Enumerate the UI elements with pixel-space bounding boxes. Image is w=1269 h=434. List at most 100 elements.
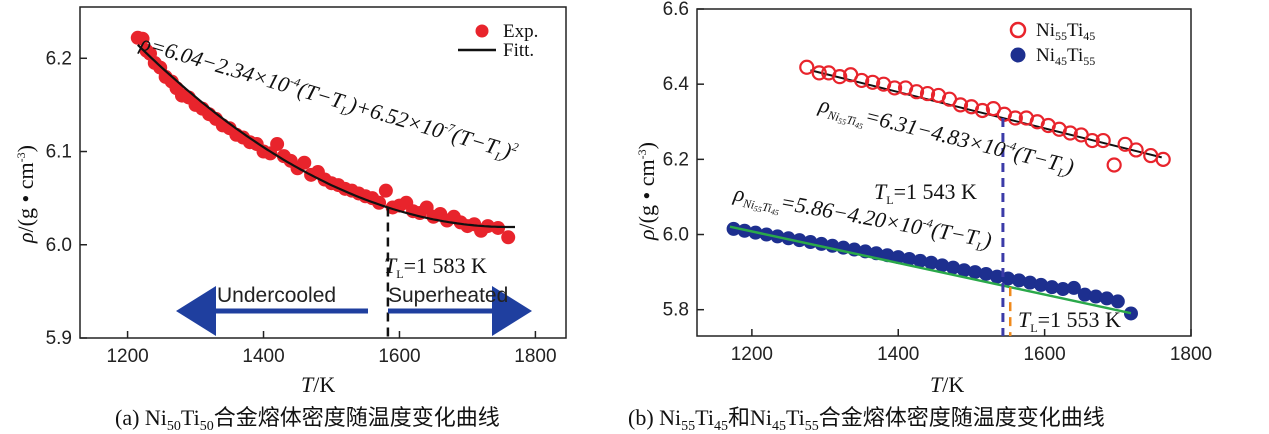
panel-a-tl-sub: L (396, 267, 403, 281)
panel-b-ni45ti55-point (924, 255, 939, 270)
panel-b-ni55ti45-point (832, 69, 848, 85)
panel-b-tl2-T: T (1018, 307, 1032, 332)
panel-a-ytick-label-3: 6.2 (46, 48, 72, 69)
panel-b-ni55ti45-point (1106, 157, 1122, 173)
panel-b-ni45ti55-point (968, 265, 983, 280)
caption-a: (a) Ni50Ti50合金熔体密度随温度变化曲线 (115, 405, 500, 434)
panel-a-x-axis-label: T/K (301, 372, 335, 397)
panel-b-ytick-label-3: 6.4 (663, 74, 690, 95)
panel-b-ni45ti55-point (1077, 287, 1092, 302)
panel-b-axis-ticks: 1200 1400 1600 1800 5.8 6.0 6.2 6.4 6.6 (663, 0, 1213, 365)
panel-b-eq2-ni: Ni (741, 196, 756, 212)
panel-b-eq1-ti: Ti (845, 112, 857, 128)
panel-a-eq-exp3: 2 (510, 139, 520, 154)
panel-b-ni45ti55-point (1033, 277, 1048, 292)
panel-b-ytick-label-1: 6.0 (663, 225, 689, 246)
panel-b-ni55ti45-point (811, 65, 827, 81)
panel-b-ni45ti55-point (979, 266, 994, 281)
panel-b-eq1-ni-n: 55 (837, 116, 847, 127)
panel-b-legend: Ni55Ti45 Ni45Ti55 (1009, 20, 1095, 68)
panel-b-ni45ti55-point (1110, 294, 1125, 309)
panel-b-ni45ti55-point (891, 250, 906, 265)
panel-b-eq1-mid: (T−T (1012, 140, 1065, 176)
panel-b-tl1-T: T (874, 179, 888, 204)
panel-b-eq2-ti: Ti (761, 200, 773, 215)
panel-a-ytick-label-0: 5.9 (46, 328, 72, 349)
panel-a-exp-point (378, 183, 393, 198)
panel-b-ni45ti55-point (1123, 306, 1138, 321)
panel-b-ytick-label-4: 6.6 (663, 0, 689, 20)
panel-a-x-var: T (301, 372, 315, 397)
panel-b-x-axis-label: T/K (930, 372, 964, 397)
panel-b-ni55ti45-point (865, 74, 881, 90)
panel-a-fit-curve (137, 44, 515, 229)
panel-b-legend-ni55ti45-marker (1009, 21, 1027, 39)
panel-b-ni55ti45-point (799, 59, 815, 75)
panel-b-ni45ti55-point (902, 251, 917, 266)
panel-a-eq-exp1: -4 (288, 74, 302, 90)
panel-a-plot-frame (79, 6, 567, 339)
panel-b-tl1-value: =1 543 K (894, 179, 977, 204)
panel-a-undercooled-label: Undercooled (217, 284, 336, 307)
panel-b-ni45ti55-point (1066, 280, 1081, 295)
panel-b-xtick-label-1800: 1800 (1170, 344, 1212, 365)
panel-b-legend-ni55ti45-label: Ni55Ti45 (1036, 20, 1095, 43)
panel-b-ni45ti55-point (1001, 271, 1016, 286)
panel-b-ni45ti55-point (1099, 291, 1114, 306)
panel-a-tl-value: =1 583 K (404, 253, 487, 278)
panel-b-eq1-ti-n: 45 (854, 120, 864, 131)
panel-b-y-axis-label: ρ/(g • cm-3) (634, 142, 659, 241)
panel-b-ni45ti55-point (957, 263, 972, 278)
panel-b-ni45ti55-point (935, 258, 950, 273)
panel-b-plot-frame (696, 8, 1192, 337)
panel-a-eq-mid2: )+6.52×10 (344, 91, 447, 143)
panel-a-x-unit: /K (313, 372, 335, 397)
panel-b-ni55ti45-point (1084, 132, 1100, 149)
panel-b-eq2-ni-n: 55 (753, 204, 763, 214)
panel-a-xtick-label-1600: 1600 (378, 346, 420, 367)
panel-b-points-ni55ti45 (799, 59, 1171, 173)
panel-b-ni55ti45-point (919, 85, 936, 102)
panel-b-eq2-ti-n: 45 (770, 207, 780, 217)
panel-b-eq1-subL: L (1055, 165, 1066, 181)
panel-b-tl2-sub: L (1030, 321, 1037, 335)
panel-b-eq2-exp: -4 (922, 215, 934, 231)
panel-b-ni55ti45-point (1095, 132, 1111, 149)
panel-b-ni45ti55-point (1088, 289, 1103, 304)
panel-b-ni45ti55-point (1055, 282, 1070, 297)
caption-b: (b) Ni55Ti45和Ni45Ti55合金熔体密度随温度变化曲线 (628, 405, 1105, 434)
panel-b-ni45ti55-point (913, 253, 928, 268)
panel-b-fit-line-ni55ti45 (810, 69, 1162, 159)
panel-a-legend-exp-label: Exp. (503, 21, 538, 42)
panel-b-ni55ti45-point (1007, 110, 1023, 126)
panel-b-points-ni45ti55 (726, 221, 1138, 321)
panel-b-ni55ti45-point (1128, 142, 1144, 158)
panel-b-legend-ni45ti55-label: Ni45Ti55 (1036, 45, 1095, 68)
panel-a-ytick-label-2: 6.1 (46, 142, 72, 163)
panel-a-xtick-label-1200: 1200 (106, 346, 148, 367)
panel-b-legend-ni45ti55-marker (1010, 47, 1026, 63)
panel-b-eq1-body: =6.31−4.83×10 (863, 103, 1008, 162)
panel-b-ni45ti55-point (1044, 280, 1059, 295)
panel-b-eq1-exp: -4 (1005, 138, 1018, 154)
panel-b-tl-label-1543: TL=1 543 K (874, 179, 977, 207)
panel-a-axis-ticks: 1200 1400 1600 1800 5.9 6.0 6.1 6.2 (46, 48, 557, 367)
panel-a-exp-point (297, 155, 312, 170)
panel-a-legend-fit-label: Fitt. (503, 40, 534, 61)
panel-a-exp-point (501, 230, 516, 245)
panel-b-ni55ti45-point (952, 97, 969, 113)
panel-b-ni45ti55-point (1022, 275, 1037, 290)
panel-b-xtick-label-1400: 1400 (877, 344, 919, 365)
panel-b-ni55ti45-point (1062, 125, 1078, 141)
panel-b-tl1-sub: L (886, 193, 893, 207)
panel-b-ni55ti45-point (854, 72, 870, 89)
panel-b-tl-label-1553: TL=1 553 K (1018, 307, 1121, 335)
panel-b-eq1-ni: Ni (825, 107, 840, 124)
panel-a-tl-label: TL=1 583 K (384, 253, 487, 281)
panel-b-ytick-label-0: 5.8 (663, 300, 689, 321)
panel-b-ni45ti55-point (1012, 273, 1027, 288)
panel-b-eq2-mid: (T−T (930, 217, 982, 250)
panel-b-tl2-value: =1 553 K (1038, 307, 1121, 332)
panel-b-ni45ti55-point (946, 260, 961, 275)
